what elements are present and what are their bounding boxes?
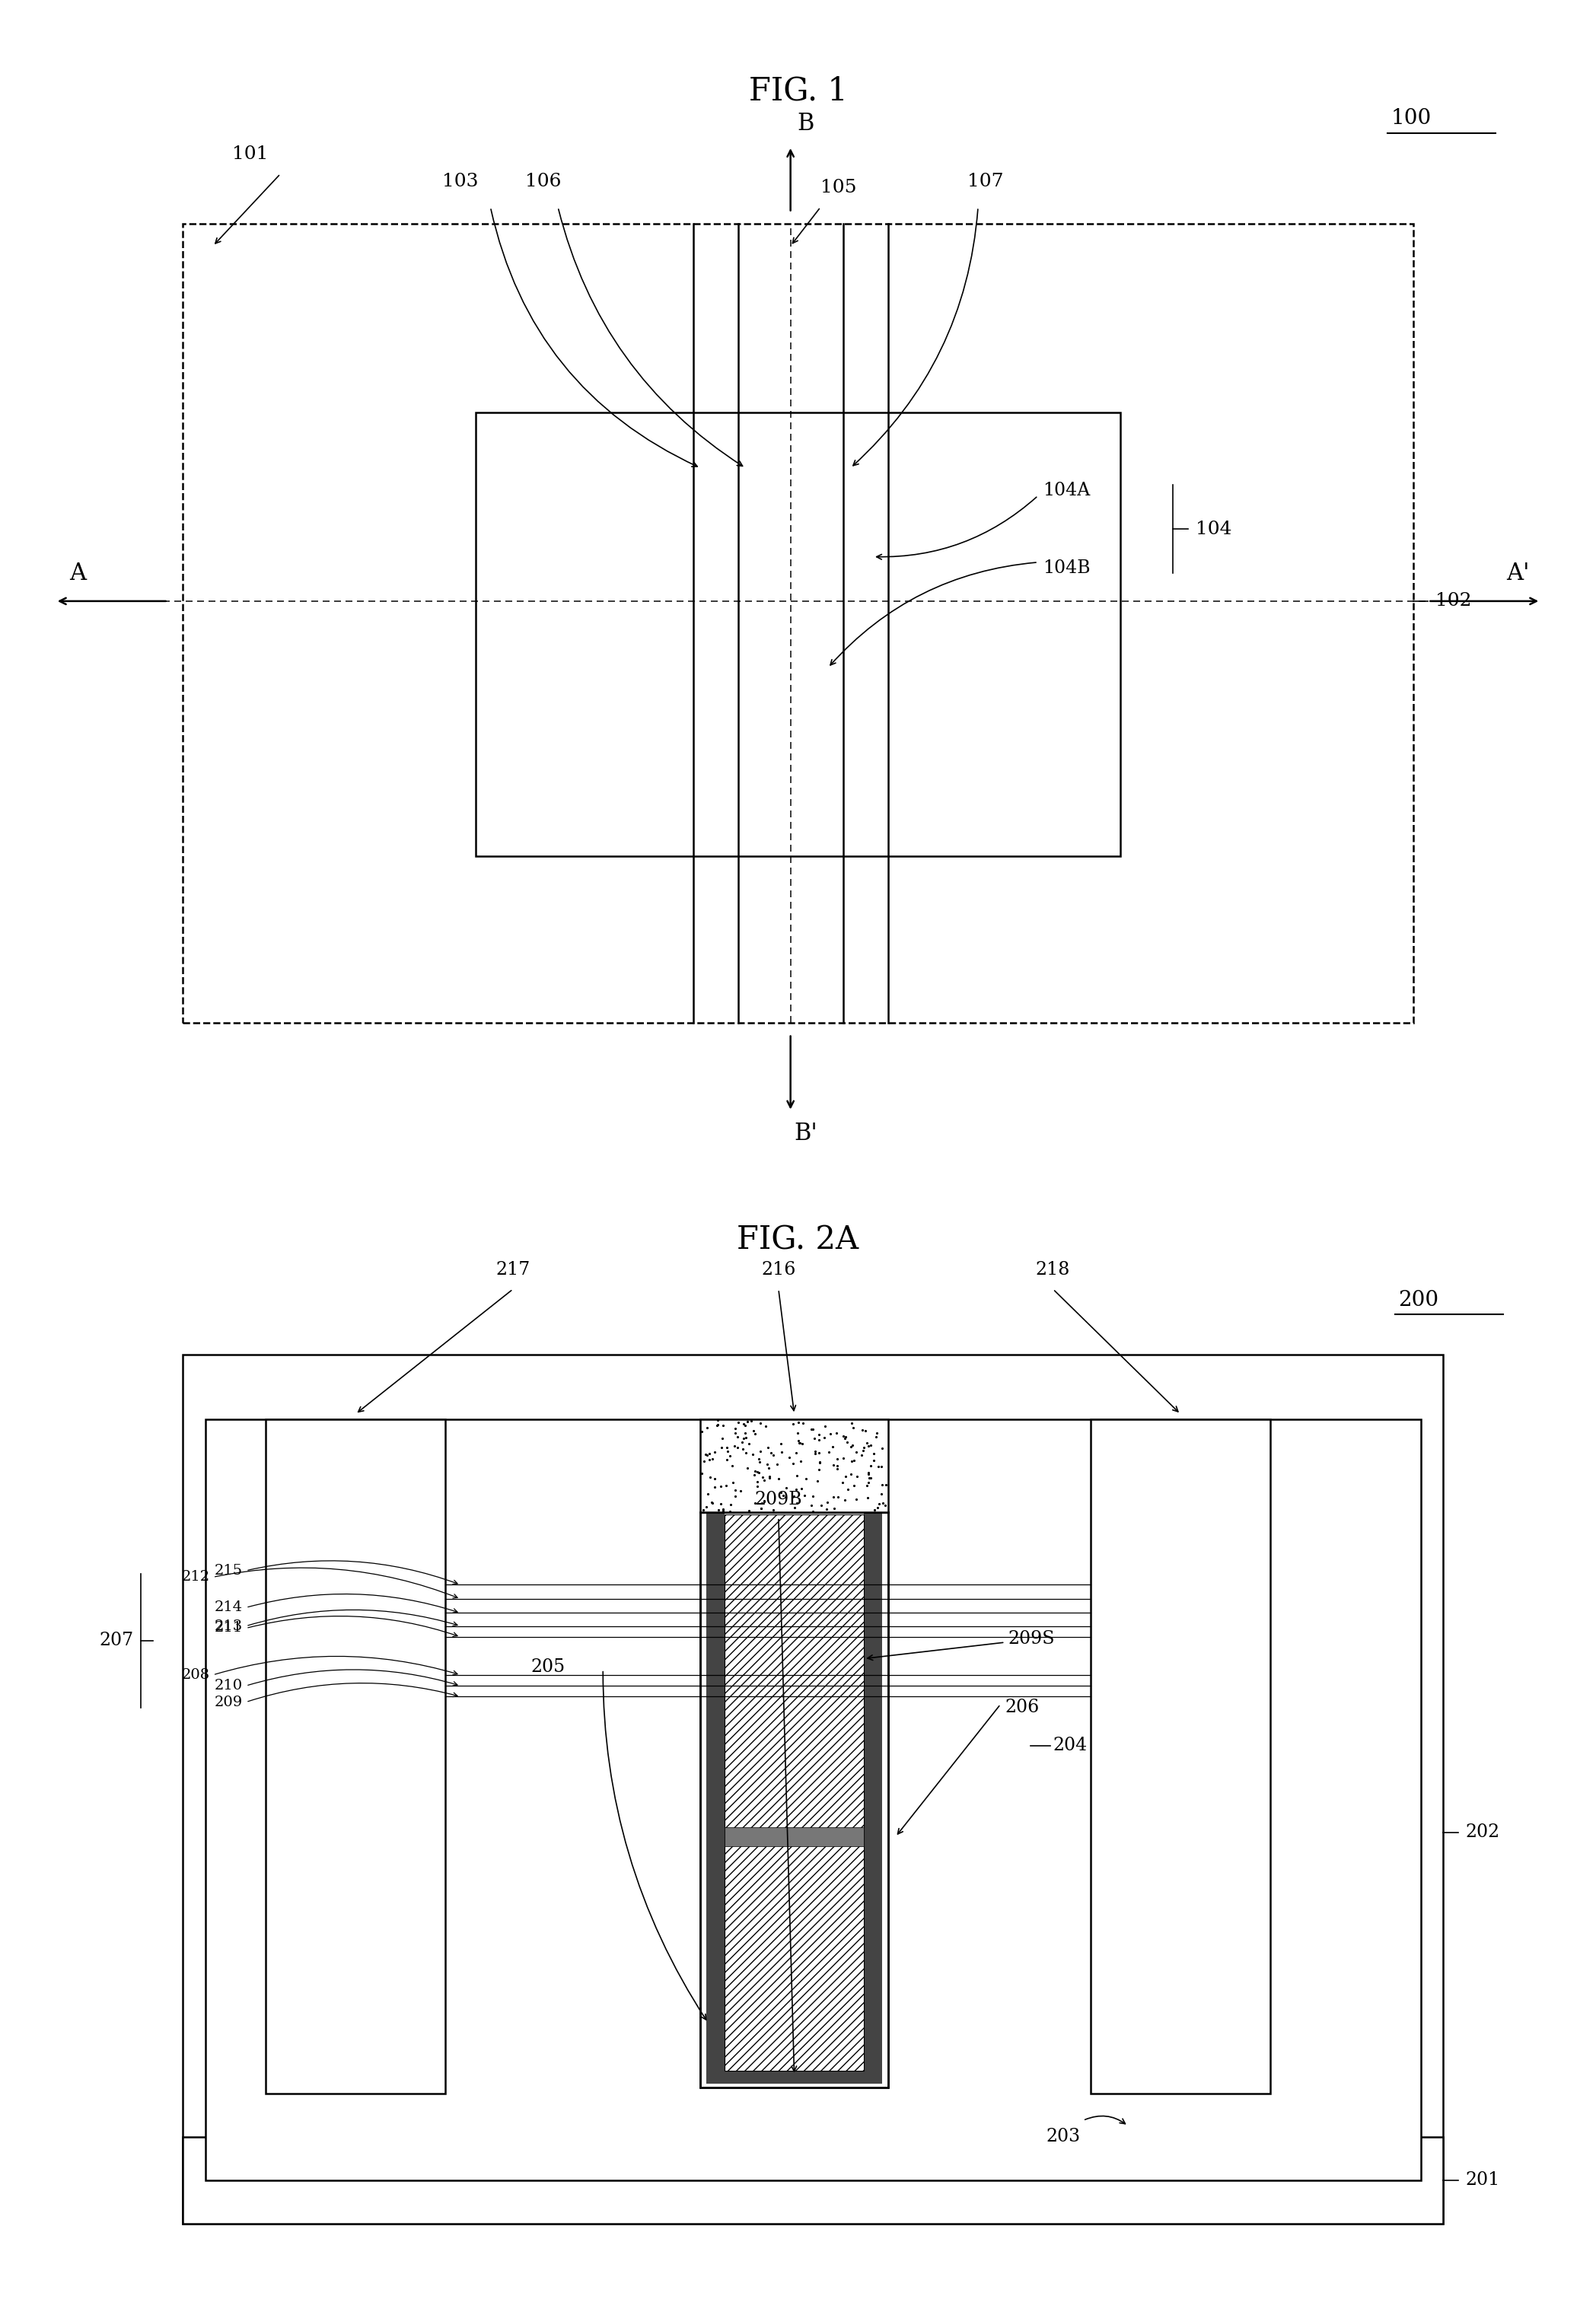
Text: 205: 205 [531,1658,565,1676]
Text: B: B [796,111,814,136]
Bar [707,2072,883,2083]
Text: 203: 203 [1045,2127,1080,2146]
Text: 208: 208 [182,1667,211,1681]
Text: 101: 101 [233,146,268,162]
Bar [206,1420,1420,2180]
Bar [863,1512,883,2083]
Bar [184,2136,1443,2224]
Text: 204: 204 [1053,1736,1087,1755]
Text: 102: 102 [1435,592,1472,610]
Text: 212: 212 [182,1570,211,1584]
Text: 213: 213 [214,1618,243,1632]
Text: 217: 217 [496,1260,530,1279]
Text: A': A' [1507,562,1529,585]
Text: B': B' [793,1121,817,1147]
Text: 107: 107 [967,173,1004,190]
Bar [701,1512,887,2088]
Text: 206: 206 [1005,1699,1039,1716]
Text: 105: 105 [820,178,857,197]
Text: 104: 104 [1195,520,1232,539]
Text: FIG. 2A: FIG. 2A [737,1225,859,1255]
Text: 216: 216 [761,1260,796,1279]
Text: FIG. 1: FIG. 1 [749,74,847,106]
Bar [265,1420,445,2092]
Bar [701,1512,887,2088]
Text: 104A: 104A [1042,481,1090,499]
Text: 214: 214 [214,1600,243,1614]
Bar [707,1512,725,2083]
Bar [725,1836,863,2072]
Bar [1090,1420,1270,2092]
Text: 209: 209 [214,1695,243,1709]
Text: 104B: 104B [1042,560,1090,576]
Text: 100: 100 [1390,109,1432,129]
Text: 209B: 209B [755,1491,803,1510]
Text: 210: 210 [214,1679,243,1692]
Text: 103: 103 [442,173,479,190]
Bar [725,1826,863,1847]
Bar [701,1420,887,1512]
Text: 211: 211 [214,1621,243,1635]
Bar [184,224,1412,1022]
Text: 106: 106 [525,173,562,190]
Text: 215: 215 [214,1563,243,1577]
Text: 218: 218 [1036,1260,1071,1279]
Text: 209S: 209S [1009,1630,1055,1648]
Text: 207: 207 [99,1632,134,1648]
Text: 200: 200 [1398,1290,1438,1311]
Text: 201: 201 [1465,2171,1500,2189]
Bar [725,1514,863,1836]
Text: A: A [70,562,86,585]
Bar [476,412,1120,855]
Bar [184,1355,1443,2224]
Text: 202: 202 [1465,1824,1500,1840]
